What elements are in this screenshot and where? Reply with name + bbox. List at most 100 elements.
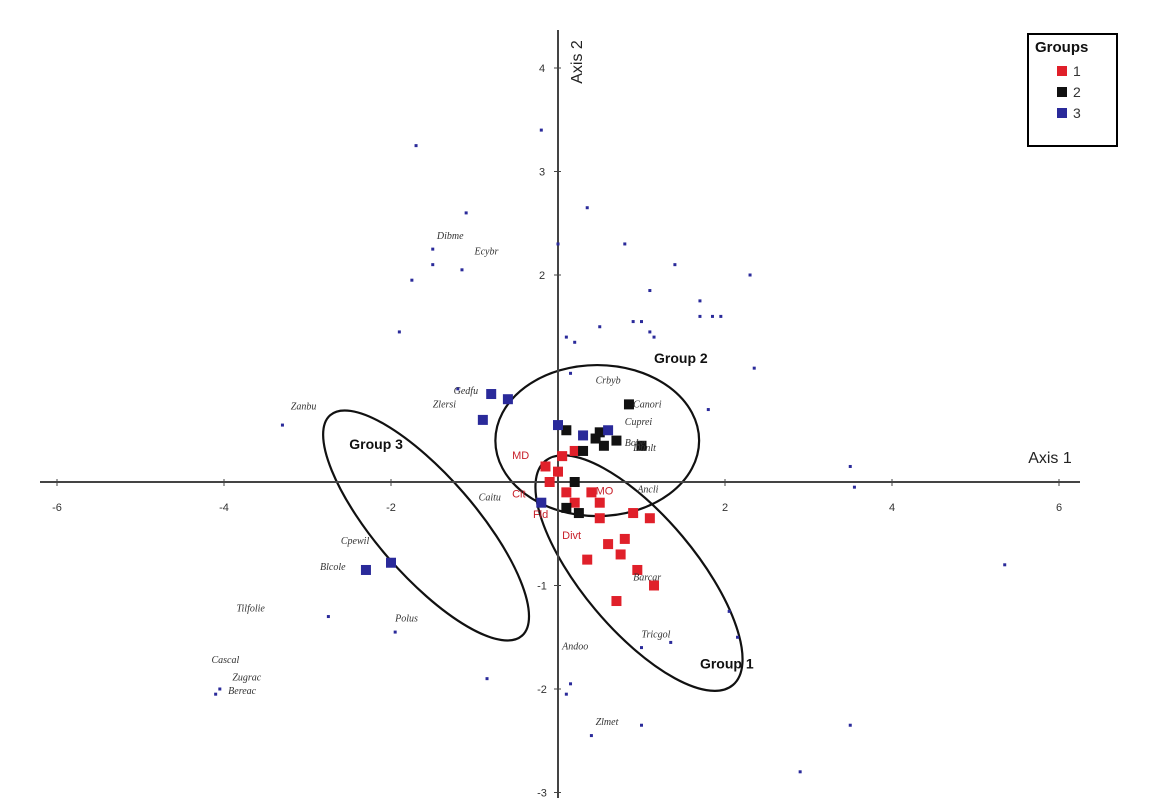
point-unassigned — [569, 682, 573, 686]
legend-swatch — [1057, 86, 1067, 97]
point-unassigned — [652, 335, 656, 339]
point-annotations: Dibme Ecybr Zanbu Gedfu Zlersi Group 3 Caitu Cp… — [211, 231, 753, 728]
x-tick-label: -4 — [219, 502, 229, 514]
point-unassigned — [431, 247, 435, 251]
point-group-2 — [623, 399, 634, 410]
legend-title: Groups — [1035, 39, 1089, 56]
point-group-1 — [628, 508, 639, 519]
axis-ticks: -6 -4 -2 2 4 6 4 3 2 -1 -2 -3 — [52, 63, 1062, 800]
point-label: Blcole — [320, 562, 346, 573]
y-tick-label: 4 — [539, 63, 545, 75]
point-unassigned — [727, 609, 731, 613]
y-axis-title: Axis 2 — [569, 40, 586, 84]
point-label: Barcar — [633, 572, 661, 583]
point-label: Canori — [633, 399, 662, 410]
point-group-1 — [540, 461, 551, 472]
data-points — [214, 128, 1007, 774]
legend-label: 2 — [1073, 83, 1081, 100]
point-label: Dibme — [436, 231, 464, 242]
point-unassigned — [648, 330, 652, 334]
point-unassigned — [569, 371, 573, 375]
point-group-1 — [569, 497, 580, 508]
group-ellipse-3 — [322, 409, 531, 642]
point-group-3 — [536, 497, 547, 508]
point-label: Crbyb — [596, 376, 621, 387]
point-group-3 — [477, 414, 488, 425]
point-label: Cuprei — [625, 417, 653, 428]
axes — [40, 30, 1080, 798]
point-label: Polus — [394, 614, 418, 625]
point-group-3 — [603, 425, 614, 436]
point-group-1 — [603, 539, 614, 550]
legend-label: 1 — [1073, 62, 1081, 79]
x-tick-label: -6 — [52, 502, 62, 514]
point-unassigned — [848, 723, 852, 727]
legend-item-3: 3 — [1035, 102, 1110, 123]
point-label-red: MO — [596, 485, 614, 497]
point-label-red: Fld — [533, 509, 548, 521]
point-label-red: Cit — [512, 489, 525, 501]
point-unassigned — [460, 268, 464, 272]
point-unassigned — [598, 325, 602, 329]
point-unassigned — [456, 387, 460, 391]
point-group-3 — [360, 564, 371, 575]
legend: Groups 1 2 3 — [1027, 33, 1118, 147]
point-unassigned — [573, 340, 577, 344]
point-group-2 — [561, 425, 572, 436]
point-unassigned — [719, 314, 723, 318]
group-label: Group 3 — [349, 436, 403, 452]
point-label: Tricgol — [642, 629, 671, 640]
point-unassigned — [485, 677, 489, 681]
point-label: Tilfolie — [237, 603, 266, 614]
point-label: Ancli — [636, 484, 658, 495]
point-label: Andoo — [561, 642, 588, 653]
point-unassigned — [640, 723, 643, 727]
point-unassigned — [414, 144, 418, 148]
point-group-1 — [649, 580, 660, 591]
point-group-1 — [561, 487, 572, 498]
point-group-2 — [569, 477, 580, 487]
point-group-1 — [644, 513, 655, 524]
point-unassigned — [698, 299, 702, 303]
group-ellipse-1 — [534, 454, 744, 692]
point-label-red: MD — [512, 450, 529, 462]
point-unassigned — [214, 692, 218, 696]
point-group-2 — [578, 445, 589, 456]
point-unassigned — [648, 289, 652, 293]
point-group-1 — [611, 596, 622, 607]
point-group-1 — [594, 513, 605, 524]
legend-item-2: 2 — [1035, 81, 1110, 102]
x-tick-label: 4 — [889, 502, 895, 514]
point-group-1 — [544, 477, 555, 487]
y-tick-label: -1 — [537, 581, 547, 593]
point-group-1 — [615, 549, 626, 560]
point-unassigned — [706, 408, 710, 412]
point-unassigned — [669, 640, 673, 644]
point-unassigned — [280, 423, 284, 427]
point-group-1 — [557, 451, 568, 462]
point-label: Zugrac — [232, 673, 261, 684]
point-label: Gedfu — [454, 386, 478, 397]
point-group-2 — [636, 440, 647, 451]
x-tick-label: 2 — [722, 502, 728, 514]
point-unassigned — [1003, 563, 1007, 567]
point-group-1 — [594, 497, 605, 508]
point-group-2 — [611, 435, 622, 446]
point-unassigned — [589, 734, 593, 738]
point-unassigned — [623, 242, 627, 246]
point-unassigned — [852, 485, 856, 489]
point-group-2 — [594, 427, 605, 438]
point-unassigned — [640, 646, 643, 650]
point-unassigned — [798, 770, 802, 774]
point-group-3 — [386, 557, 396, 568]
point-group-1 — [586, 487, 597, 498]
legend-label: 3 — [1073, 104, 1081, 121]
point-unassigned — [848, 464, 852, 468]
y-tick-label: 3 — [539, 167, 545, 179]
point-group-3 — [553, 420, 563, 431]
point-label: Zlmet — [596, 717, 619, 728]
point-label-red: Divt — [562, 530, 581, 542]
point-unassigned — [698, 314, 702, 318]
point-unassigned — [640, 320, 643, 324]
point-unassigned — [326, 615, 330, 619]
